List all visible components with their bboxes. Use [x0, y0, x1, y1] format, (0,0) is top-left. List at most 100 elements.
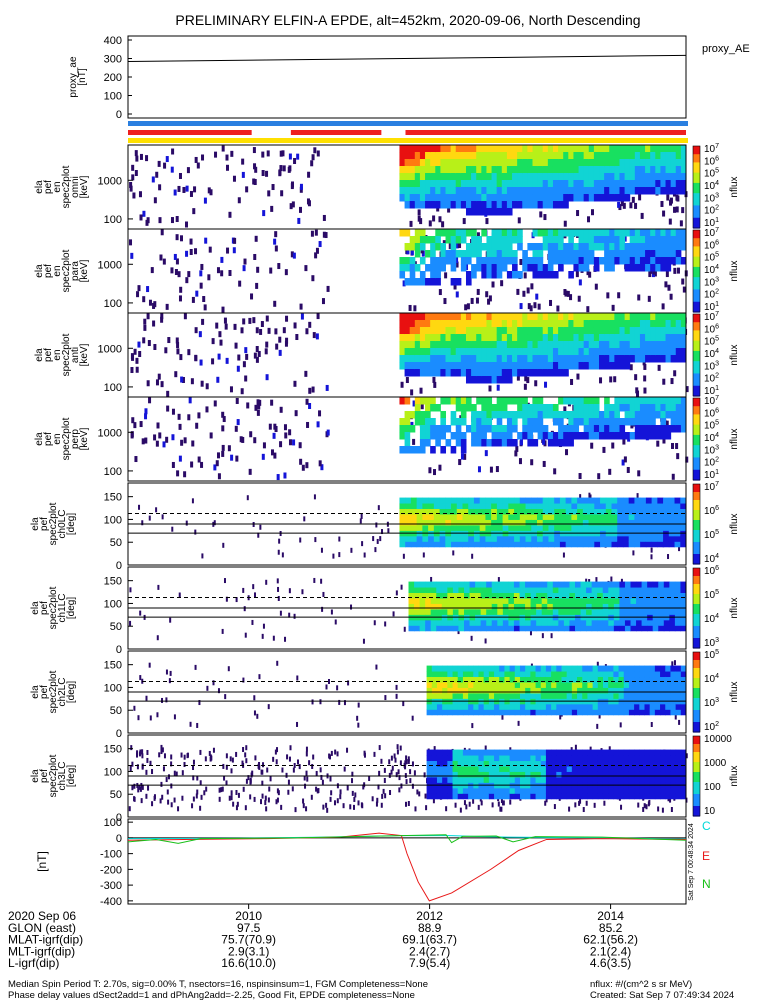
spectrogram-cell — [645, 327, 651, 335]
spectrogram-cell — [634, 264, 641, 272]
proxy-ae-tick-label: 200 — [104, 72, 122, 84]
pitch-cell — [509, 671, 516, 678]
spectrogram-cell — [568, 327, 574, 335]
speckle-cell — [287, 779, 290, 785]
pitch-cell — [431, 692, 438, 699]
spectrogram-cell — [558, 341, 564, 349]
speckle-cell — [194, 354, 198, 361]
colorbar-cell — [693, 506, 700, 509]
spectrogram-cell — [558, 418, 564, 426]
speckle-cell — [638, 194, 642, 201]
speckle-cell — [330, 609, 333, 615]
colorbar-cell — [693, 490, 700, 493]
spectrogram-cell — [629, 250, 636, 258]
spectrogram-cell — [573, 250, 580, 258]
pitch-cell — [445, 519, 452, 526]
speckle-cell — [242, 786, 245, 792]
spectrogram-cell — [583, 327, 590, 335]
spectrogram-cell — [568, 362, 574, 370]
pitch-cell — [639, 692, 645, 699]
spectrogram-cell — [650, 320, 656, 328]
spectrogram-cell — [491, 145, 498, 153]
speckle-cell — [595, 577, 598, 583]
pitch-cell — [654, 676, 661, 683]
spectrogram-cell — [563, 159, 569, 167]
speckle-cell — [305, 751, 308, 757]
pitch-cell — [514, 687, 521, 694]
pitch-cell — [408, 619, 415, 626]
speckle-cell — [311, 699, 314, 705]
speckle-cell — [262, 762, 265, 768]
pitch-cell — [639, 681, 645, 688]
pitch-cell — [525, 581, 532, 588]
spectrogram-cell — [486, 362, 493, 370]
colorbar-cell — [693, 406, 700, 409]
spectrogram-cell — [542, 432, 549, 440]
spectrogram-cell — [568, 229, 574, 237]
colorbar-cell — [693, 461, 700, 465]
pitch-cell — [536, 603, 543, 610]
pitch-cell — [602, 625, 609, 632]
spectrogram-cell — [547, 271, 554, 279]
speckle-cell — [135, 155, 139, 162]
speckle-cell — [192, 208, 196, 215]
pitch-cell — [658, 587, 665, 594]
spectrogram-cell — [522, 152, 528, 160]
speckle-cell — [231, 757, 234, 763]
spectrogram-cell — [506, 425, 513, 433]
spectrogram-cell — [491, 362, 498, 370]
spectrogram-cell — [419, 229, 426, 237]
spectrogram-cell — [455, 397, 462, 405]
spectrogram-cell — [481, 264, 487, 272]
pitch-cell — [433, 513, 441, 520]
speckle-cell — [379, 536, 382, 542]
speckle-cell — [298, 442, 302, 449]
colorbar-cell — [693, 195, 700, 198]
pitch-cell — [548, 508, 555, 515]
speckle-cell — [304, 265, 308, 272]
pitch-cell — [410, 535, 418, 542]
speckle-cell — [204, 756, 207, 762]
speckle-cell — [347, 680, 350, 686]
speckle-cell — [476, 288, 480, 295]
speckle-cell — [288, 153, 292, 160]
spectrogram-cell — [563, 432, 569, 440]
pitch-cell — [592, 681, 599, 688]
speckle-cell — [362, 638, 365, 644]
pitch-cell — [628, 497, 635, 504]
spectrogram-cell — [599, 334, 605, 342]
speckle-cell — [599, 377, 603, 384]
spectrogram-cell — [440, 264, 447, 272]
colorbar-tick-label: 103 — [704, 697, 719, 709]
spectrogram-cell — [425, 362, 431, 370]
spectrogram-cell — [568, 411, 574, 419]
pitch-cell — [634, 709, 640, 716]
colorbar-cell — [693, 301, 700, 305]
pitch-cell — [536, 597, 543, 604]
spectrogram-cell — [460, 166, 467, 174]
spectrogram-cell — [670, 313, 677, 321]
spectrogram-cell — [665, 432, 672, 440]
spectrogram-cell — [460, 362, 467, 370]
pitch-cell — [575, 597, 582, 604]
speckle-cell — [240, 327, 244, 334]
spectrogram-cell — [491, 411, 498, 419]
pitch-cell — [491, 619, 498, 626]
speckle-cell — [636, 390, 640, 397]
pitch-cell — [654, 692, 661, 699]
pitch-cell — [594, 503, 601, 510]
spectrogram-cell — [409, 411, 416, 419]
spectrogram-cell — [542, 313, 549, 321]
speckle-cell — [636, 493, 639, 499]
spectrogram-cell — [609, 320, 615, 328]
pitch-cell — [623, 703, 630, 710]
pitch-cell — [513, 603, 521, 610]
spectrogram-cell — [578, 327, 585, 335]
spectrogram-cell — [532, 418, 539, 426]
spectrogram-cell — [430, 397, 436, 405]
pitch-cell — [669, 619, 676, 626]
spectrogram-cell — [552, 194, 559, 202]
speckle-cell — [678, 546, 681, 552]
spectrogram-cell — [506, 166, 513, 174]
spectrogram-cell — [450, 320, 457, 328]
